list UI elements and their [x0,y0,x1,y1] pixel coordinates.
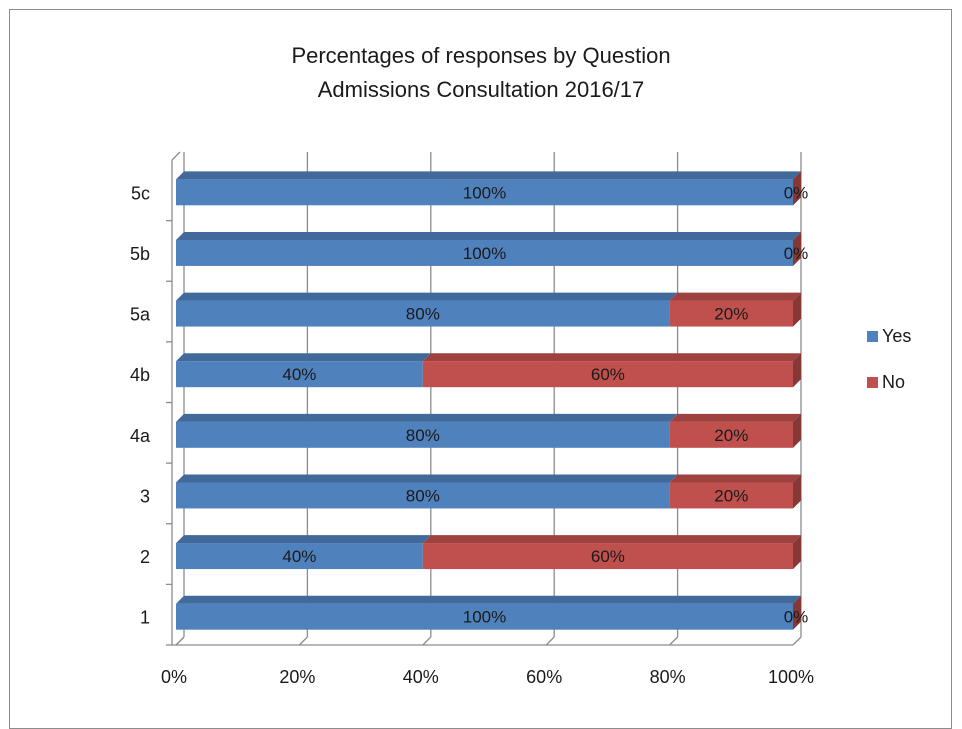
bar-yes [176,543,423,570]
bar-top [176,535,431,544]
bar-end-cap [793,535,801,570]
floor-gridline [792,636,802,646]
bar-end-cap [793,474,801,509]
bar-no [422,361,793,388]
bar-end-cap [793,171,801,206]
bar-no [669,482,793,509]
bar-top [176,292,678,301]
data-label: 80% [406,305,440,324]
bar-top [176,413,678,422]
bar-end-cap [793,231,801,266]
bar-yes [176,361,423,388]
data-label: 80% [406,486,440,505]
bar-end-cap [793,353,801,388]
bar-end-cap [793,595,801,630]
x-tick-label: 20% [279,667,315,687]
data-label: 100% [463,183,506,202]
data-label: 100% [463,244,506,263]
floor-gridline [545,636,555,646]
y-axis-depth [171,151,181,161]
y-tick-label: 5c [131,183,150,203]
data-label: 40% [282,547,316,566]
bar-top [176,171,801,180]
legend-label-no: No [882,372,905,392]
bar-yes [176,421,670,448]
bar-yes [176,603,793,630]
data-label: 0% [784,244,809,263]
bar-yes [176,300,670,327]
floor-gridline [298,636,308,646]
bar-no [422,543,793,570]
x-tick-label: 0% [161,667,187,687]
bar-top [669,413,801,422]
x-tick-label: 80% [650,667,686,687]
bar-top [422,353,801,362]
bar-top [176,231,801,240]
data-label: 60% [591,365,625,384]
legend-swatch-yes [867,331,878,342]
data-label: 80% [406,426,440,445]
y-tick-label: 4b [130,365,150,385]
y-tick-label: 5b [130,244,150,264]
y-tick-label: 4a [130,426,151,446]
y-tick-label: 1 [140,608,150,628]
data-label: 20% [714,305,748,324]
floor-gridline [669,636,679,646]
data-label: 60% [591,547,625,566]
y-tick-label: 5a [130,305,151,325]
data-label: 40% [282,365,316,384]
data-label: 0% [784,608,809,627]
y-tick-label: 2 [140,547,150,567]
bar-end-cap [793,413,801,448]
floor-gridline [175,636,185,646]
bar-yes [176,482,670,509]
bar-top [669,474,801,483]
bar-yes [176,179,793,206]
bar-top [669,292,801,301]
chart-title: Percentages of responses by Question [291,43,671,68]
chart-subtitle: Admissions Consultation 2016/17 [317,77,645,102]
bar-end-cap [793,292,801,327]
x-tick-label: 40% [403,667,439,687]
legend-swatch-no [867,377,878,388]
chart-plot: 0% 20% 40% 60% 80% 100% 1 100% 0% 2 40% 60% 3 80% 20% 4… [130,151,911,687]
y-tick-label: 3 [140,486,150,506]
bar-top [176,474,678,483]
data-label: 100% [463,608,506,627]
x-tick-label: 60% [526,667,562,687]
bar-top [176,353,431,362]
bar-no [669,421,793,448]
floor-gridline [422,636,432,646]
data-label: 20% [714,486,748,505]
data-label: 20% [714,426,748,445]
bar-yes [176,239,793,266]
bar-top [176,595,801,604]
bar-top [422,535,801,544]
x-tick-label: 100% [768,667,814,687]
data-label: 0% [784,183,809,202]
legend-label-yes: Yes [882,326,911,346]
bar-no [669,300,793,327]
